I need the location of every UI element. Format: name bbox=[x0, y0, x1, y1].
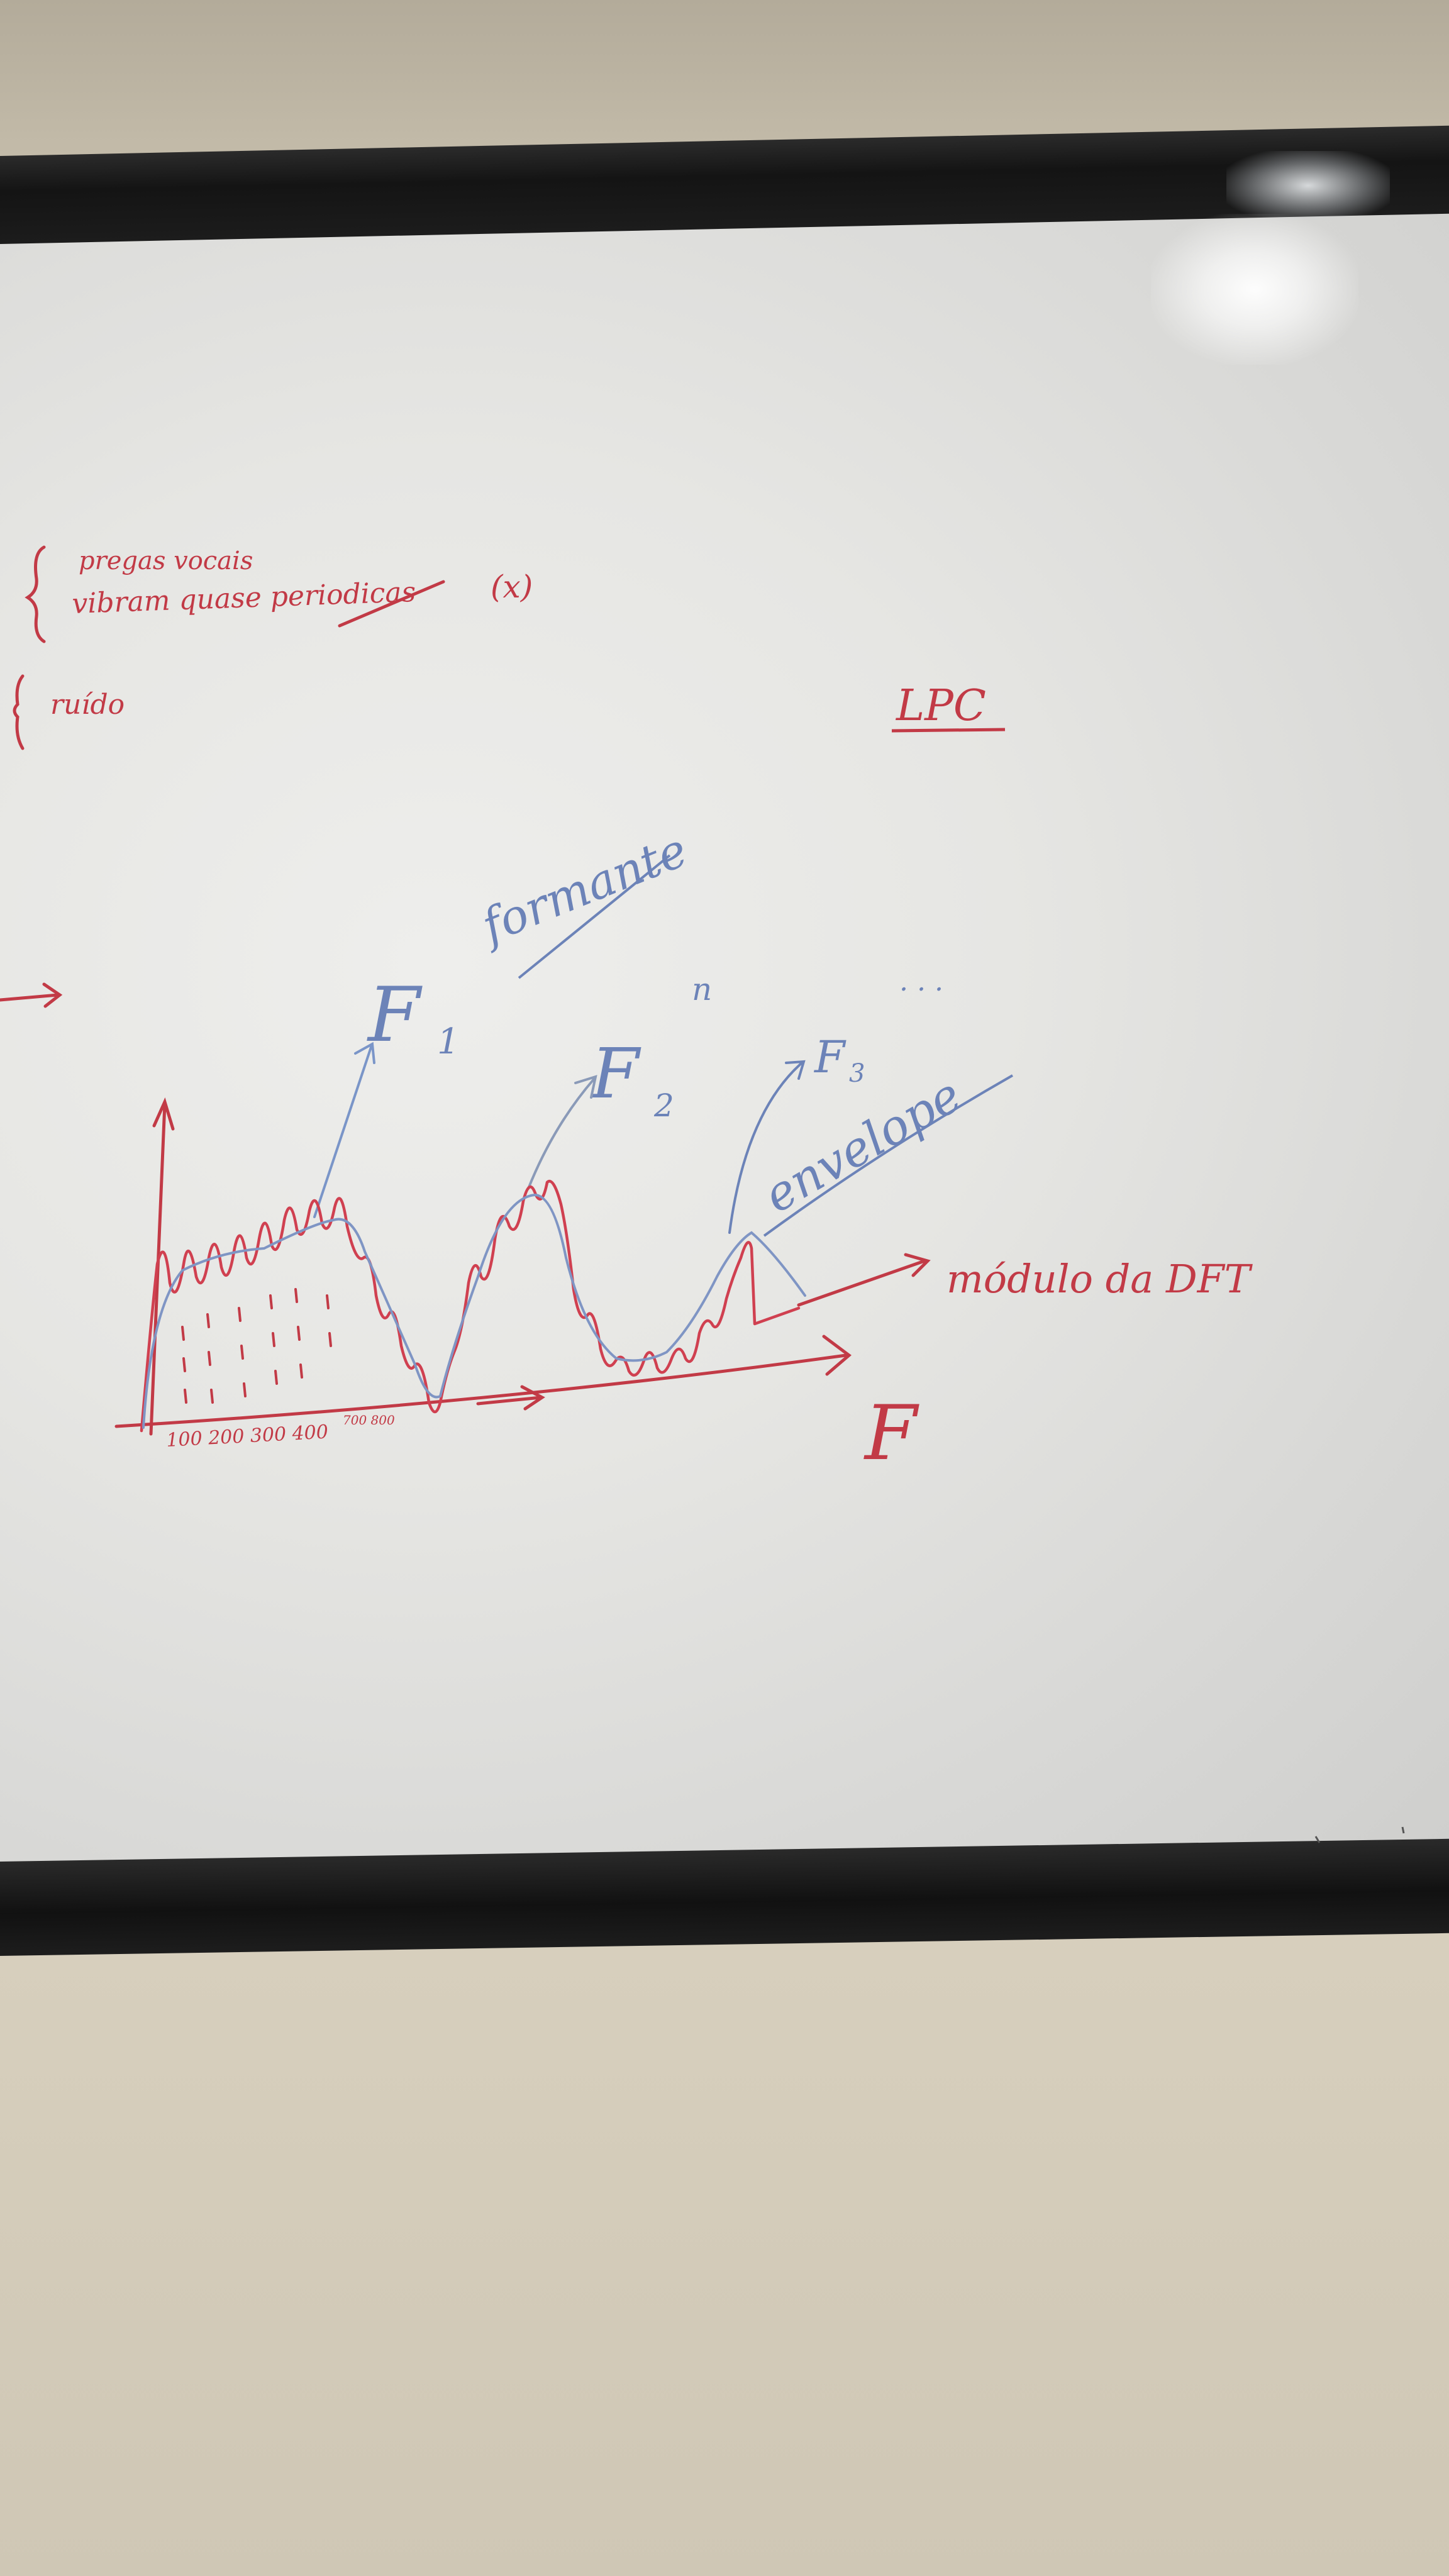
text-formante: formante bbox=[472, 823, 695, 955]
text-f3-sub: 3 bbox=[849, 1059, 865, 1088]
text-line1: pregas vocais bbox=[79, 547, 253, 575]
envelope-curve bbox=[142, 1193, 806, 1429]
text-axis-f: F bbox=[863, 1390, 919, 1477]
envelope-underline bbox=[763, 1074, 1013, 1237]
text-ticks: 100 200 300 400 bbox=[166, 1421, 329, 1452]
text-f2-extra: n bbox=[692, 971, 712, 1008]
f2-pointer bbox=[527, 1075, 597, 1190]
brace-2 bbox=[13, 674, 25, 750]
text-ellipsis: . . . bbox=[899, 965, 943, 997]
underline-slash bbox=[338, 580, 445, 628]
left-arrow bbox=[0, 982, 63, 1008]
f3-pointer bbox=[728, 1060, 806, 1234]
text-lpc: LPC bbox=[895, 681, 986, 731]
text-f1-sub: 1 bbox=[437, 1021, 460, 1062]
x-axis bbox=[114, 1335, 852, 1428]
frame-reflection bbox=[1226, 151, 1390, 220]
text-dft: módulo da DFT bbox=[947, 1256, 1253, 1302]
dft-arrow bbox=[797, 1253, 931, 1307]
harmonic-ticks bbox=[181, 1288, 332, 1404]
brace-1 bbox=[25, 545, 46, 643]
text-f2-sub: 2 bbox=[653, 1087, 674, 1124]
spectrum-curve bbox=[140, 1180, 801, 1433]
y-axis bbox=[149, 1097, 175, 1436]
text-tick-small: 700 800 bbox=[343, 1413, 395, 1428]
text-noise: ruído bbox=[50, 689, 125, 721]
text-f3: F bbox=[813, 1031, 847, 1083]
text-f1: F bbox=[367, 972, 423, 1059]
board-mark bbox=[1314, 1826, 1405, 1843]
f1-pointer bbox=[313, 1041, 375, 1218]
text-envelope: envelope bbox=[755, 1067, 971, 1224]
lpc-underline bbox=[891, 728, 1006, 733]
x-axis-arrow-mid bbox=[476, 1385, 545, 1411]
text-x-mark: (x) bbox=[491, 569, 533, 605]
light-glare bbox=[1151, 214, 1358, 365]
text-f2: F bbox=[590, 1033, 641, 1114]
formante-underline bbox=[518, 854, 671, 979]
